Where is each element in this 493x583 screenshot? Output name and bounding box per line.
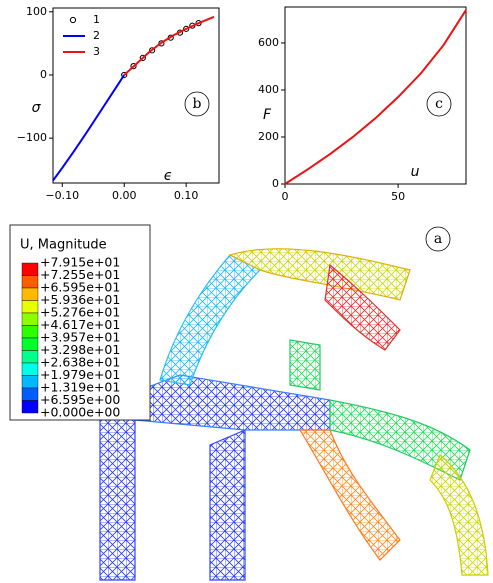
y-tick-label: 0 <box>40 68 47 81</box>
lattice <box>98 248 489 581</box>
x-tick-label: 50 <box>391 190 405 203</box>
legend-value: +7.255e+01 <box>40 267 120 282</box>
y-tick-label: 600 <box>258 36 279 49</box>
y-tick-label: 400 <box>258 83 279 96</box>
legend-swatch <box>21 287 39 301</box>
legend-value: +5.936e+01 <box>40 292 120 307</box>
plot-frame <box>52 7 220 184</box>
legend-value: +6.595e+01 <box>40 280 120 295</box>
panel-label: c <box>435 96 443 112</box>
y-axis-label: F <box>263 107 272 123</box>
panel-circle <box>426 91 452 117</box>
legend-swatch <box>21 337 39 351</box>
panel-label: b <box>193 96 202 112</box>
legend-swatch <box>21 387 39 401</box>
legend-swatch <box>21 262 39 276</box>
legend-value: +3.957e+01 <box>40 330 120 345</box>
legend-swatch <box>21 300 39 314</box>
y-axis-label: σ <box>32 100 42 116</box>
data-line <box>284 9 467 185</box>
legend-value: +4.617e+01 <box>40 317 120 332</box>
legend-value: +1.319e+01 <box>40 380 120 395</box>
legend-value: +5.276e+01 <box>40 305 120 320</box>
legend-value: +1.979e+01 <box>40 367 120 382</box>
y-tick-label: 100 <box>26 5 47 18</box>
legend-swatch <box>21 375 39 389</box>
y-tick-label: −100 <box>17 131 47 144</box>
x-axis-label: ϵ <box>164 168 173 184</box>
panel-circle <box>184 91 210 117</box>
legend-swatch <box>21 312 39 326</box>
panel-circle <box>425 226 451 252</box>
legend-value: +0.000e+00 <box>40 405 120 420</box>
data-line <box>123 15 215 76</box>
legend-value: +7.915e+01 <box>40 255 120 270</box>
x-tick-label: 0.10 <box>174 189 199 202</box>
legend-label: 3 <box>93 45 100 58</box>
y-tick-label: 0 <box>272 177 279 190</box>
plot-frame <box>284 6 467 185</box>
panel-label: a <box>434 231 442 247</box>
legend-swatch <box>21 362 39 376</box>
legend-value: +6.595e+00 <box>40 392 120 407</box>
legend-swatch <box>21 275 39 289</box>
x-tick-label: 0 <box>282 190 289 203</box>
legend-value: +2.638e+01 <box>40 355 120 370</box>
legend-title: U, Magnitude <box>20 238 107 253</box>
x-axis-label: u <box>411 164 420 180</box>
legend-swatch <box>21 400 39 414</box>
legend-swatch <box>21 350 39 364</box>
y-tick-label: 200 <box>258 130 279 143</box>
data-line <box>52 74 126 182</box>
x-tick-label: −0.10 <box>45 189 79 202</box>
legend-label: 1 <box>93 13 100 26</box>
legend-marker <box>69 16 77 24</box>
legend-value: +3.298e+01 <box>40 342 120 357</box>
legend-swatch <box>21 325 39 339</box>
x-tick-label: 0.00 <box>112 189 137 202</box>
legend-label: 2 <box>93 29 100 42</box>
